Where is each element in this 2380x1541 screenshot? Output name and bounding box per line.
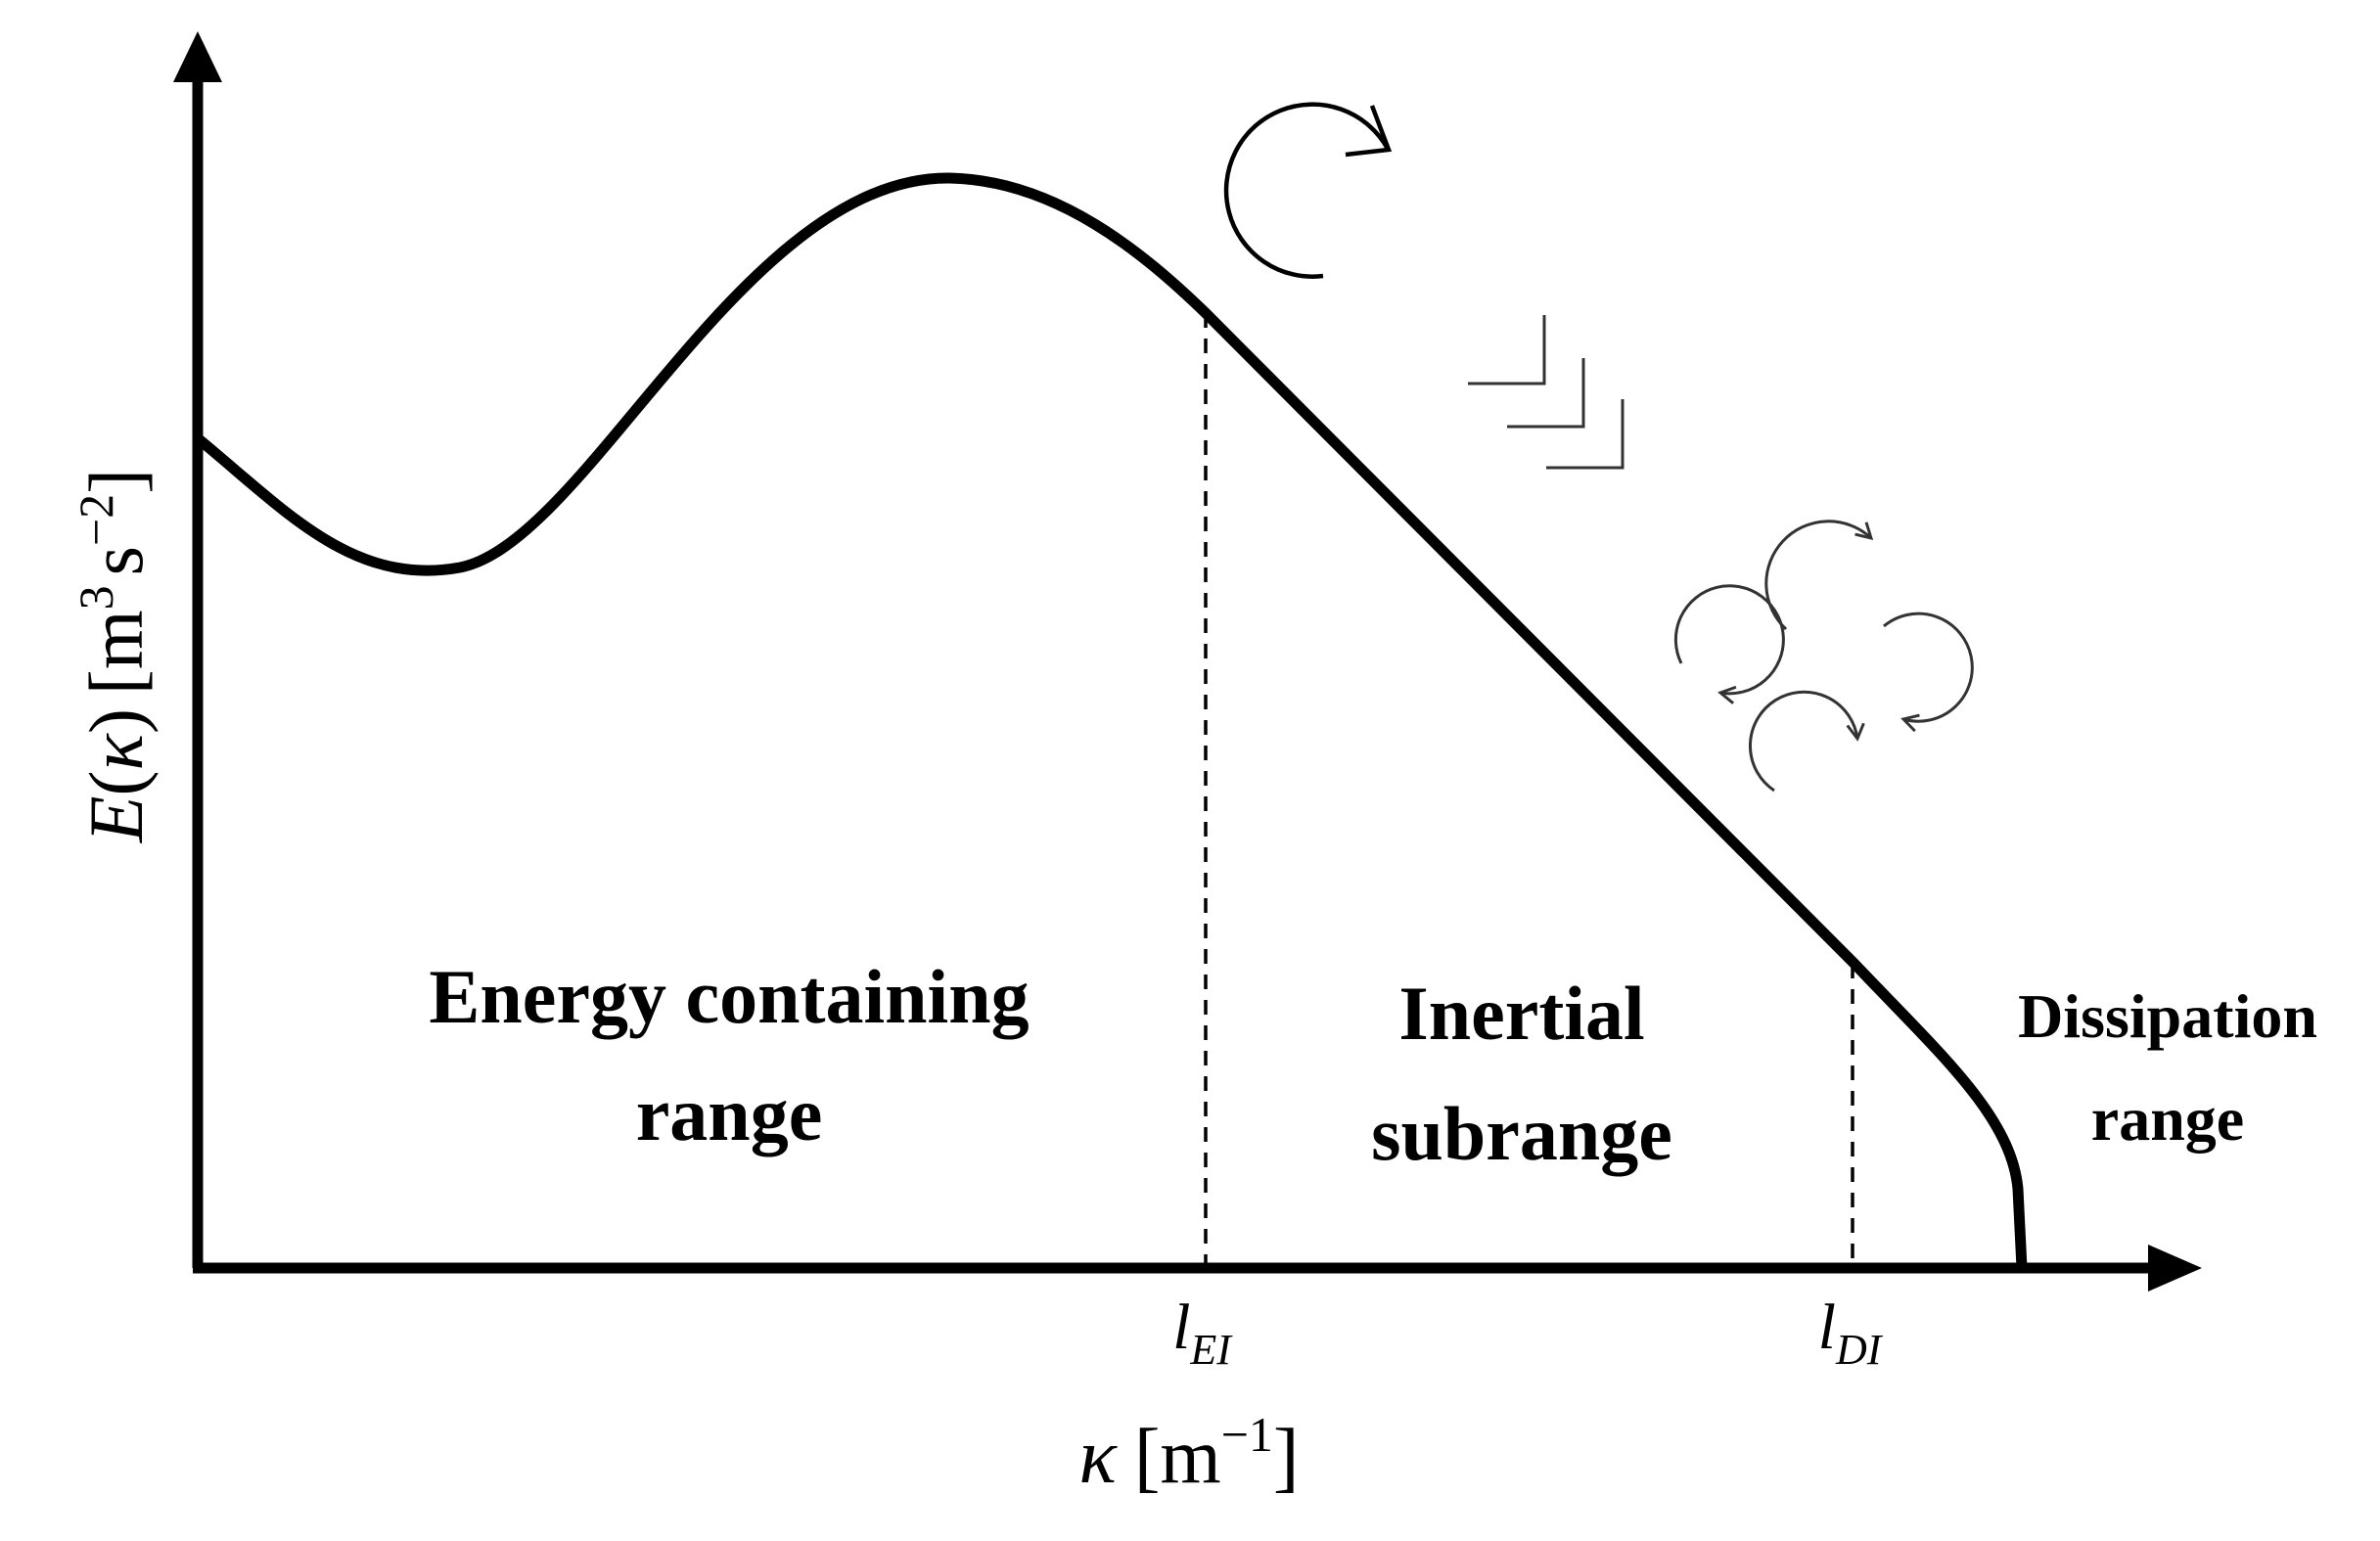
l-di-base: l [1818, 1292, 1836, 1363]
chevron-cascade-icon [1468, 315, 1625, 470]
l-ei-base: l [1172, 1292, 1190, 1363]
energy-containing-region-label: Energy containing range [429, 954, 1029, 1156]
y-axis-arrowhead [173, 31, 222, 82]
energy-region-line2: range [636, 1071, 823, 1156]
small-eddies-icon [1673, 520, 1974, 793]
energy-region-line1: Energy containing [429, 954, 1029, 1039]
axes [173, 31, 2202, 1292]
inertial-subrange-label: Inertial subrange [1371, 971, 1672, 1176]
large-eddy-icon [1223, 102, 1393, 279]
energy-spectrum-curve [192, 172, 2028, 1274]
l-di-sub: DI [1835, 1326, 1884, 1374]
x-axis-variable: κ [1078, 1414, 1118, 1500]
l-ei-sub: EI [1189, 1326, 1233, 1374]
y-axis-unit-open: [m [73, 610, 159, 695]
y-axis-unit-exp1: 3 [69, 585, 123, 610]
x-axis-unit-close: ] [1273, 1414, 1300, 1500]
x-axis-arrowhead [2148, 1245, 2202, 1292]
l-ei-label: lEI [1172, 1292, 1233, 1374]
y-axis-close-paren: ) [73, 708, 159, 734]
inertial-region-line1: Inertial [1398, 971, 1644, 1056]
y-axis-open-paren: ( [73, 771, 159, 796]
l-di-label: lDI [1818, 1292, 1884, 1374]
dissipation-region-line2: range [2091, 1084, 2244, 1154]
y-axis-unit-mid: s [73, 546, 159, 575]
y-axis-symbol: E [73, 795, 159, 843]
dissipation-region-line1: Dissipation [2018, 981, 2317, 1051]
x-axis-unit-exp: −1 [1221, 1407, 1273, 1462]
y-axis-unit-close: ] [73, 469, 159, 494]
inertial-region-line2: subrange [1371, 1091, 1672, 1176]
y-axis-label: E(κ) [m3 s−2] [69, 469, 159, 843]
x-axis-label: κ [m−1] [1078, 1407, 1299, 1500]
y-axis-unit-exp2: −2 [69, 494, 123, 546]
x-axis-unit-open: [m [1134, 1414, 1221, 1500]
dissipation-range-label: Dissipation range [2018, 981, 2317, 1154]
y-axis-variable: κ [73, 733, 159, 771]
